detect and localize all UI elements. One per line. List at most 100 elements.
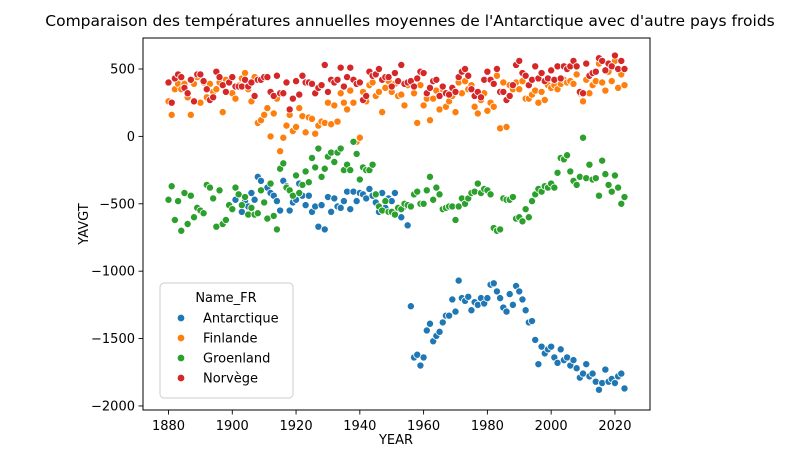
data-point <box>496 124 505 133</box>
data-point <box>368 160 377 169</box>
data-point <box>601 170 610 179</box>
y-tick-label: 500 <box>110 63 135 78</box>
series-0 <box>231 172 629 394</box>
legend-marker <box>176 333 186 343</box>
data-point <box>349 187 358 196</box>
data-point <box>374 65 383 74</box>
data-point <box>473 109 482 118</box>
data-point <box>390 210 399 219</box>
data-point <box>410 82 419 91</box>
data-point <box>422 326 431 335</box>
data-point <box>307 153 316 162</box>
data-point <box>346 63 355 72</box>
data-point <box>617 199 626 208</box>
plot-frame <box>142 37 651 411</box>
data-point <box>307 79 316 88</box>
data-point <box>282 121 291 130</box>
data-point <box>301 201 310 210</box>
data-point <box>199 77 208 86</box>
data-point <box>438 318 447 327</box>
x-tick-label: 2020 <box>598 419 631 434</box>
data-point <box>196 70 205 79</box>
data-point <box>250 91 259 100</box>
legend-entries: Antarctique Finlande Groenland Norvège <box>176 312 279 387</box>
data-point <box>483 294 492 303</box>
legend-label: Antarctique <box>203 312 279 327</box>
data-point <box>591 77 600 86</box>
data-point <box>292 122 301 131</box>
data-point <box>336 203 345 212</box>
data-point <box>521 71 530 80</box>
data-point <box>215 186 224 195</box>
data-point <box>483 67 492 76</box>
data-point <box>190 97 199 106</box>
data-point <box>569 79 578 88</box>
data-point <box>492 65 501 74</box>
data-point <box>186 75 195 84</box>
data-point <box>496 294 505 303</box>
data-point <box>336 63 345 72</box>
data-point <box>221 87 230 96</box>
data-point <box>339 197 348 206</box>
data-point <box>419 353 428 362</box>
data-point <box>591 377 600 386</box>
data-point <box>432 75 441 84</box>
data-point <box>591 174 600 183</box>
data-point <box>343 105 352 114</box>
data-point <box>279 159 288 168</box>
data-point <box>413 74 422 83</box>
data-point <box>256 186 265 195</box>
legend-label: Finlande <box>203 332 257 347</box>
data-point <box>594 191 603 200</box>
data-point <box>607 187 616 196</box>
data-point <box>486 190 495 199</box>
data-point <box>167 182 176 191</box>
data-point <box>588 369 597 378</box>
data-point <box>473 300 482 309</box>
x-tick-label: 1960 <box>407 419 440 434</box>
data-point <box>579 97 588 106</box>
data-point <box>378 206 387 215</box>
y-tick-label: −500 <box>99 197 135 212</box>
data-point <box>272 225 281 234</box>
data-point <box>237 201 246 210</box>
data-point <box>378 108 387 117</box>
data-point <box>384 73 393 82</box>
data-point <box>406 302 415 311</box>
data-point <box>205 183 214 192</box>
data-point <box>582 360 591 369</box>
data-point <box>292 77 301 86</box>
chart-title: Comparaison des températures annuelles m… <box>45 12 774 30</box>
data-point <box>260 198 269 207</box>
x-tick-label: 1880 <box>152 419 185 434</box>
data-point <box>470 187 479 196</box>
y-axis-title: YAVGT <box>77 203 92 245</box>
data-point <box>311 202 320 211</box>
data-point <box>582 174 591 183</box>
data-point <box>432 183 441 192</box>
data-point <box>390 188 399 197</box>
data-point <box>410 89 419 98</box>
data-point <box>330 101 339 110</box>
x-tick-label: 2000 <box>535 419 568 434</box>
data-point <box>320 118 329 127</box>
data-point <box>610 379 619 388</box>
data-point <box>620 65 629 74</box>
data-point <box>451 108 460 117</box>
y-axis: −2000 −1500 −1000 −500 0 500 <box>91 63 143 414</box>
data-point <box>601 365 610 374</box>
data-point <box>572 70 581 79</box>
data-point <box>528 75 537 84</box>
data-point <box>228 205 237 214</box>
y-tick-label: 0 <box>127 130 135 145</box>
data-point <box>177 73 186 82</box>
data-point <box>317 201 326 210</box>
legend-marker <box>176 313 186 323</box>
data-point <box>285 105 294 114</box>
data-point <box>534 360 543 369</box>
data-point <box>438 82 447 91</box>
data-point <box>304 191 313 200</box>
data-point <box>266 132 275 141</box>
x-tick-label: 1940 <box>343 419 376 434</box>
data-point <box>461 65 470 74</box>
